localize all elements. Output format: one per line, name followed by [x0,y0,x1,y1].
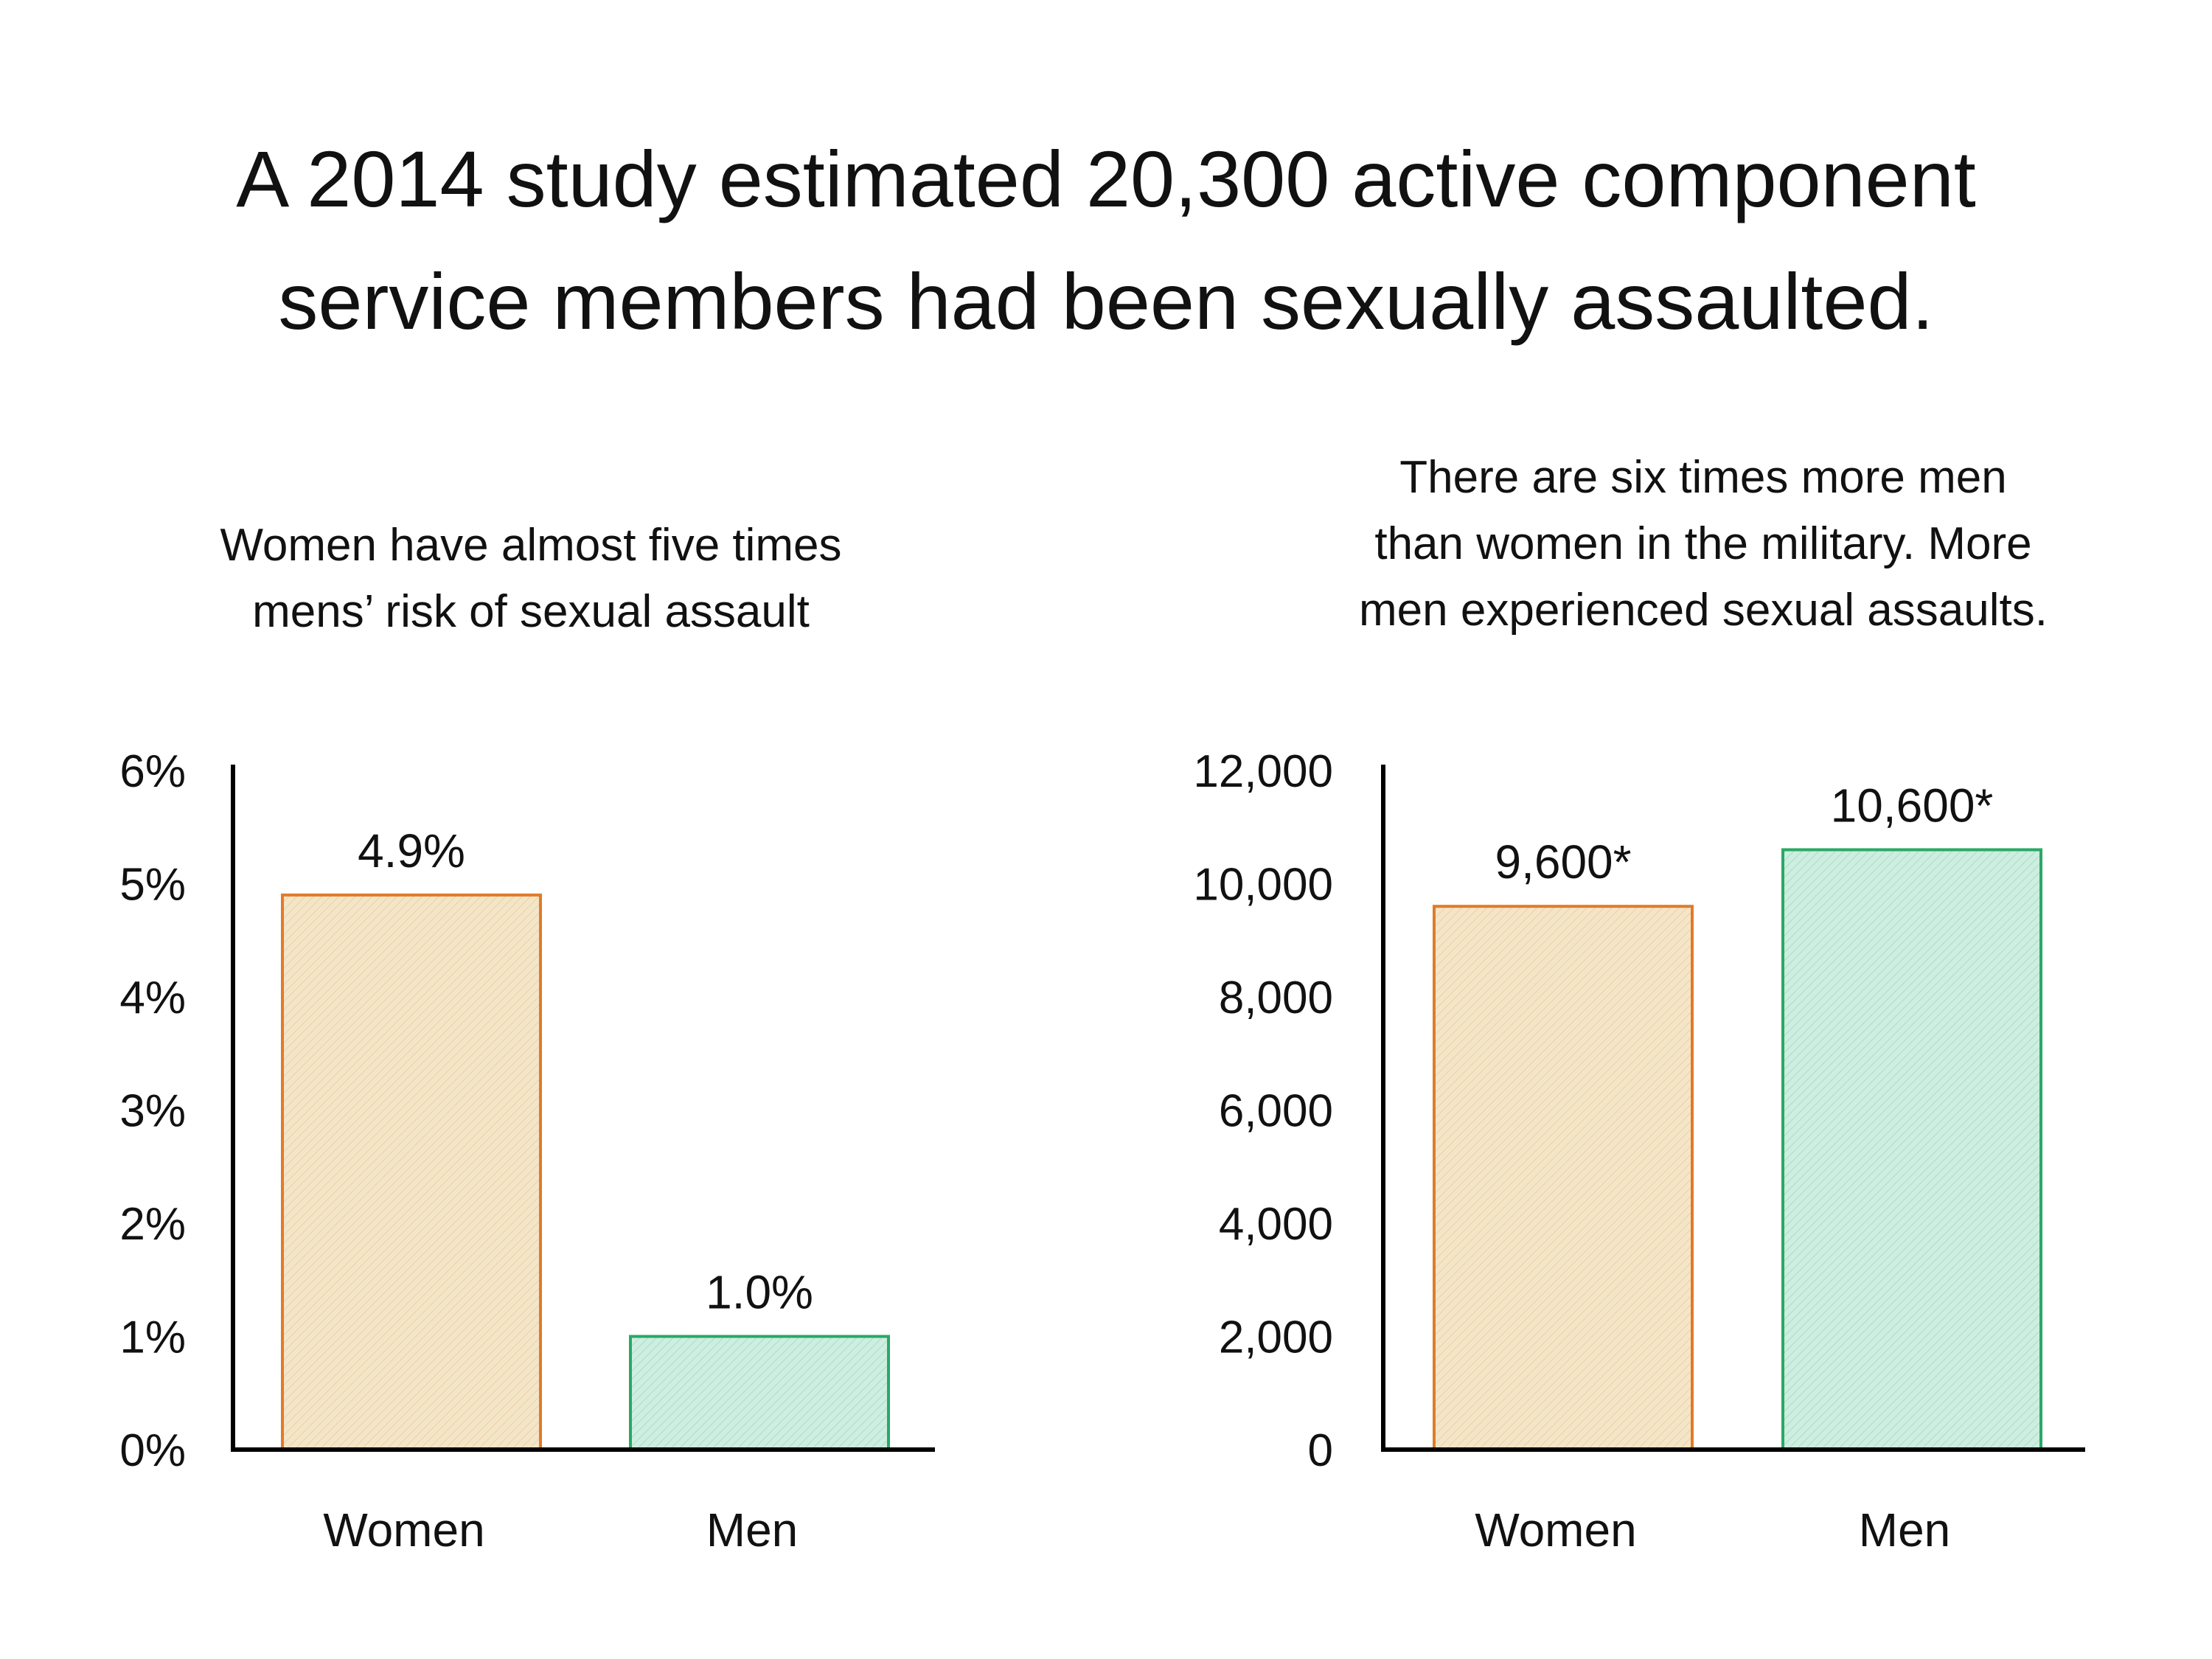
left-chart-title-line-1: Women have almost five times [220,520,842,571]
left-ytick-label: 6% [119,746,186,797]
right-ytick-label: 0 [1308,1425,1333,1476]
left-chart-title-line-2: mens’ risk of sexual assault [252,586,810,637]
right-category-label-men: Men [1859,1503,1951,1557]
left-ytick-label: 1% [119,1312,186,1363]
right-chart-title: There are six times more men than women … [1276,445,2131,644]
left-bar-men [629,1335,890,1451]
left-data-label-women: 4.9% [358,824,465,877]
right-chart-title-line-1: There are six times more men [1399,452,2007,503]
right-data-label-women: 9,600* [1495,835,1631,888]
left-ytick-label: 4% [119,973,186,1023]
right-category-label-women: Women [1475,1503,1636,1557]
left-category-label-women: Women [323,1503,484,1557]
left-chart-title: Women have almost five times mens’ risk … [103,512,959,645]
right-ytick-label: 12,000 [1193,746,1333,797]
right-chart-title-line-3: men experienced sexual assaults. [1359,585,2048,636]
right-bar-men [1781,848,2042,1451]
right-ytick-label: 10,000 [1193,860,1333,911]
slide-title-line-1: A 2014 study estimated 20,300 active com… [236,134,1976,223]
right-ytick-label: 2,000 [1219,1312,1333,1363]
left-category-label-men: Men [706,1503,799,1557]
left-ytick-label: 2% [119,1199,186,1250]
left-ytick-label: 5% [119,860,186,911]
right-ytick-label: 4,000 [1219,1199,1333,1250]
left-ytick-label: 3% [119,1086,186,1137]
right-ytick-label: 8,000 [1219,973,1333,1023]
left-data-label-men: 1.0% [706,1266,813,1319]
right-chart-title-line-2: than women in the military. More [1374,518,2032,569]
left-bar-women [281,893,542,1451]
right-ytick-label: 6,000 [1219,1086,1333,1137]
right-bar-women [1433,905,1694,1451]
slide-title: A 2014 study estimated 20,300 active com… [0,118,2212,363]
right-data-label-men: 10,600* [1831,779,1994,832]
slide-title-line-2: service members had been sexually assaul… [278,257,1934,346]
left-ytick-label: 0% [119,1425,186,1476]
